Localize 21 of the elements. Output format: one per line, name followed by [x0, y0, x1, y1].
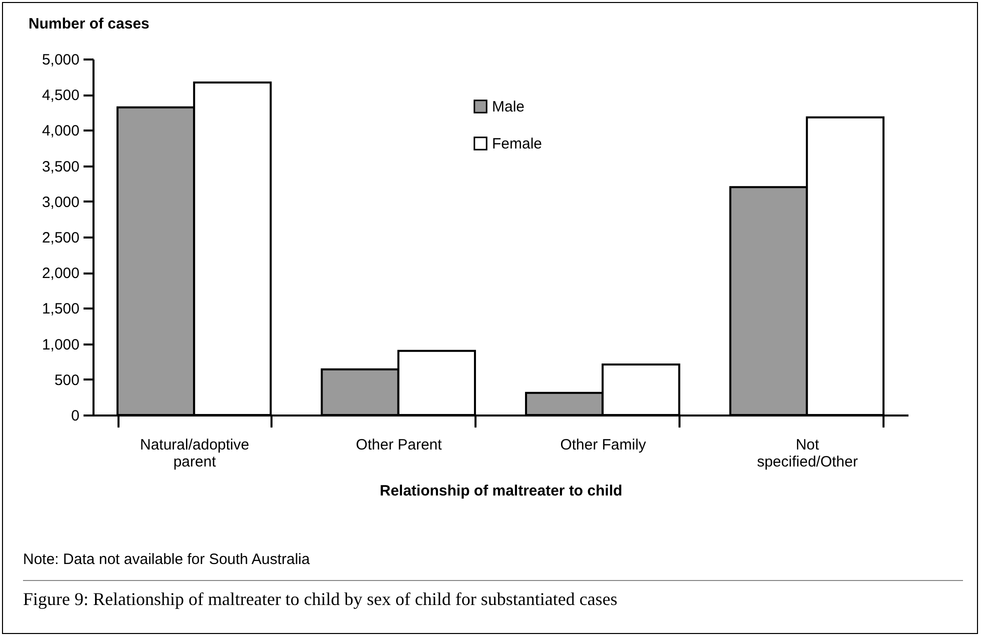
x-tick-label: Not specified/Other — [756, 436, 858, 470]
y-axis-title: Number of cases — [28, 16, 150, 32]
x-tick-label: Other Family — [560, 436, 647, 454]
x-axis-title: Relationship of maltreater to child — [380, 482, 622, 500]
y-tick-label: 0 — [71, 408, 80, 424]
x-tick-label: Other Parent — [356, 436, 443, 454]
y-tick-label: 2,500 — [42, 230, 80, 246]
y-tick-label: 5,000 — [42, 52, 80, 68]
legend-label: Male — [492, 98, 525, 116]
y-tick-label: 4,500 — [42, 87, 80, 104]
y-tick-label: 4,000 — [42, 122, 80, 140]
legend-label: Female — [492, 136, 542, 152]
text: Note: Data not available for South Australia — [23, 551, 311, 568]
y-tick-label: 1,500 — [42, 300, 80, 318]
x-tick-label: Natural/adoptive parent — [140, 436, 250, 470]
y-tick-label: 3,500 — [42, 158, 80, 176]
caption: Figure 9: Relationship of maltreater to child by sex of child for substantiated cases — [23, 580, 963, 610]
y-tick-label: 3,000 — [42, 194, 80, 211]
y-tick-label: 1,000 — [42, 336, 80, 354]
y-tick-label: 2,000 — [42, 265, 80, 282]
y-tick-label: 500 — [54, 372, 80, 389]
